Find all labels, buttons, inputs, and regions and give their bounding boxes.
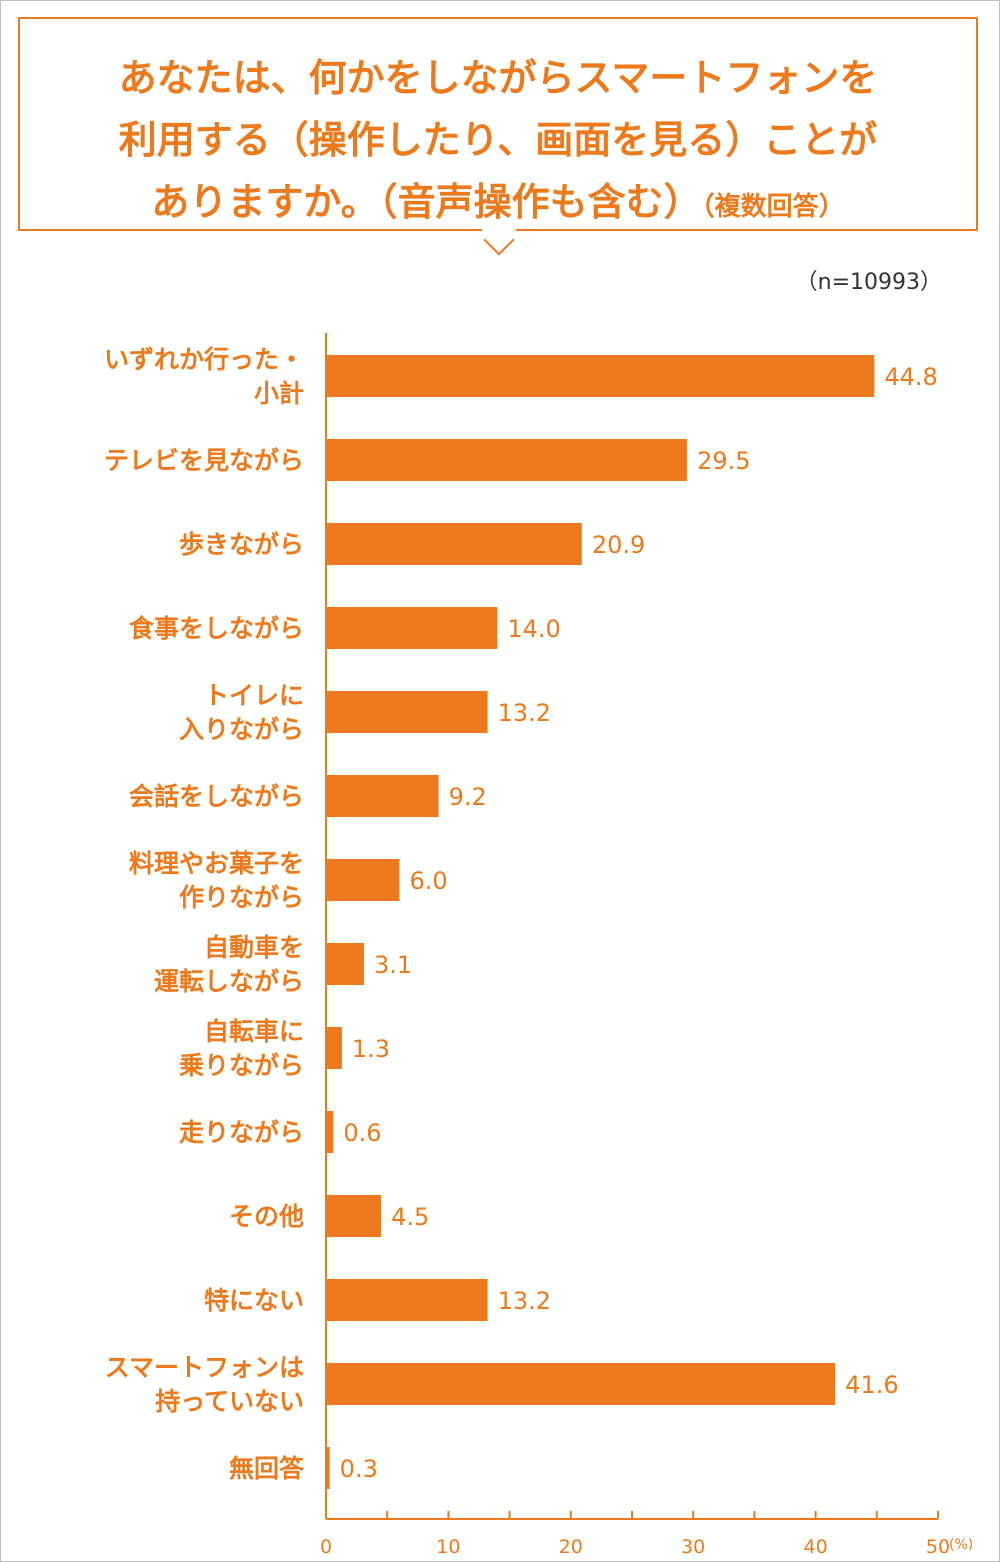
bar: [326, 691, 488, 733]
x-tick-label: 10: [436, 1536, 460, 1558]
category-label: 持っていない: [155, 1387, 304, 1416]
category-label: スマートフォンは: [105, 1353, 304, 1382]
category-label: その他: [229, 1202, 304, 1231]
category-label: 無回答: [229, 1454, 305, 1483]
bar: [326, 607, 498, 649]
question-line-3-text: ありますか。（音声操作も含む）: [151, 180, 702, 224]
bar: [326, 859, 400, 901]
bar: [326, 1363, 836, 1405]
category-label: 自動車を: [204, 933, 304, 962]
category-label: 食事をしながら: [129, 614, 304, 643]
bar: [326, 775, 439, 817]
bar: [326, 1111, 334, 1153]
x-tick-label: 30: [681, 1536, 705, 1558]
x-tick-label: 40: [804, 1536, 828, 1558]
question-title: あなたは、何かをしながらスマートフォンを 利用する（操作したり、画面を見る）こと…: [20, 47, 976, 238]
bar: [326, 1027, 342, 1069]
bar: [326, 943, 364, 985]
bar: [326, 1279, 488, 1321]
bar-value-label: 0.3: [340, 1455, 378, 1483]
bar-value-label: 13.2: [498, 699, 551, 727]
bar-value-label: 20.9: [592, 531, 645, 559]
category-label: 特にない: [204, 1286, 304, 1315]
category-label: 運転しながら: [154, 967, 304, 996]
question-line-2: 利用する（操作したり、画面を見る）ことが: [118, 118, 878, 162]
x-tick-label: 50: [926, 1536, 950, 1558]
x-axis-unit: (%): [949, 1537, 973, 1553]
question-line-3: ありますか。（音声操作も含む）（複数回答）: [20, 171, 976, 238]
bar-value-label: 13.2: [498, 1287, 551, 1315]
category-label: 小計: [254, 379, 304, 408]
category-label: テレビを見ながら: [104, 446, 304, 475]
category-label: トイレに: [204, 681, 304, 710]
bar-value-label: 1.3: [352, 1035, 390, 1063]
bar: [326, 355, 875, 397]
bar: [326, 439, 688, 481]
category-label: いずれか行った・: [104, 345, 304, 374]
bar-value-label: 41.6: [845, 1371, 898, 1399]
category-label: 歩きながら: [179, 530, 304, 559]
bar: [326, 523, 582, 565]
bar-value-label: 29.5: [697, 447, 750, 475]
bar-value-label: 44.8: [884, 363, 937, 391]
category-label: 入りながら: [179, 715, 304, 744]
category-label: 料理やお菓子を: [129, 849, 304, 878]
x-tick-label: 20: [559, 1536, 583, 1558]
x-tick-label: 0: [320, 1536, 332, 1558]
category-label: 自転車に: [204, 1017, 304, 1046]
bar-value-label: 4.5: [391, 1203, 429, 1231]
bar-value-label: 14.0: [507, 615, 560, 643]
category-label: 作りながら: [179, 883, 304, 912]
bar-value-label: 0.6: [343, 1119, 381, 1147]
sample-size: （n=10993）: [795, 270, 942, 295]
bar-value-label: 3.1: [374, 951, 412, 979]
question-line-1: あなたは、何かをしながらスマートフォンを: [118, 56, 878, 100]
category-label: 走りながら: [179, 1118, 304, 1147]
category-label: 会話をしながら: [129, 782, 304, 811]
bar-value-label: 6.0: [409, 867, 447, 895]
multiple-answer-note: （複数回答）: [701, 192, 845, 222]
category-label: 乗りながら: [179, 1051, 304, 1080]
bar: [326, 1447, 330, 1489]
bar-value-label: 9.2: [449, 783, 487, 811]
bar: [326, 1195, 382, 1237]
